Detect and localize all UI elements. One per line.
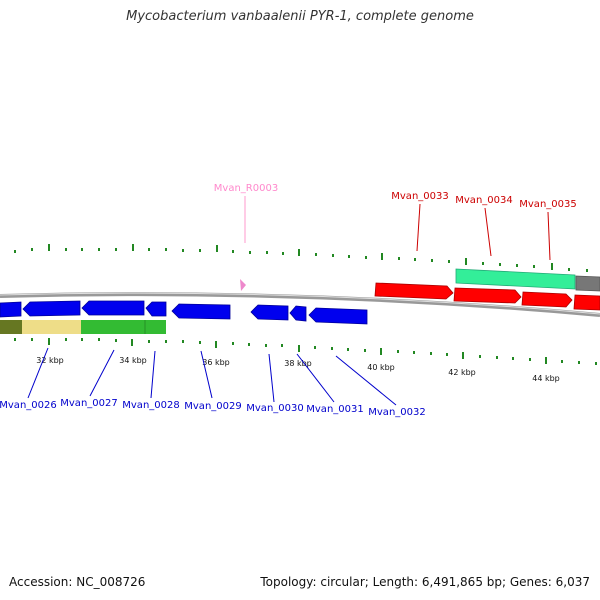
lower-tick-row xyxy=(14,338,597,365)
gene-label-mvan-r0003[interactable]: Mvan_R0003 xyxy=(214,183,278,194)
label-leaders-upper xyxy=(244,196,551,261)
kbp-label-38: 38 kbp xyxy=(284,359,312,368)
gene-label-mvan-0028[interactable]: Mvan_0028 xyxy=(122,400,179,411)
reverse-genes xyxy=(0,300,368,325)
gene-feature-small-blue[interactable] xyxy=(145,301,167,317)
gene-label-mvan-0030[interactable]: Mvan_0030 xyxy=(246,403,303,414)
rna-feature-mvan-r0003[interactable] xyxy=(240,279,246,291)
kbp-scale: 32 kbp 34 kbp 36 kbp 38 kbp 40 kbp 42 kb… xyxy=(36,356,560,383)
gene-feature-mvan-0033[interactable] xyxy=(374,282,454,300)
forward-genes xyxy=(240,268,600,311)
accession-text: Accession: NC_008726 xyxy=(9,575,146,589)
kbp-label-32: 32 kbp xyxy=(36,356,64,365)
kbp-label-42: 42 kbp xyxy=(448,368,476,377)
gene-feature-mvan-0032[interactable] xyxy=(308,307,368,325)
gene-feature-mvan-0028[interactable] xyxy=(81,300,145,316)
gene-label-mvan-0031[interactable]: Mvan_0031 xyxy=(306,404,363,415)
cds-feature-teal[interactable] xyxy=(455,268,576,290)
gene-labels-upper: Mvan_R0003 Mvan_0033 Mvan_0034 Mvan_0035 xyxy=(214,183,577,210)
gene-label-mvan-0026[interactable]: Mvan_0026 xyxy=(0,400,57,411)
gene-feature-mvan-0034[interactable] xyxy=(453,287,522,304)
gene-feature-mvan-0030[interactable] xyxy=(250,304,289,321)
gene-label-mvan-0035[interactable]: Mvan_0035 xyxy=(519,199,576,210)
gene-feature-mvan-0031[interactable] xyxy=(289,305,307,322)
genome-summary: Topology: circular; Length: 6,491,865 bp… xyxy=(260,575,590,589)
gene-label-mvan-0027[interactable]: Mvan_0027 xyxy=(60,398,117,409)
map-title: Mycobacterium vanbaalenii PYR-1, complet… xyxy=(126,9,474,24)
gene-label-mvan-0034[interactable]: Mvan_0034 xyxy=(455,195,512,206)
upper-tick-row xyxy=(14,244,588,272)
gene-feature-mvan-0035[interactable] xyxy=(521,291,573,308)
kbp-label-44: 44 kbp xyxy=(532,374,560,383)
gene-feature-mvan-0026[interactable] xyxy=(0,301,22,318)
kbp-label-40: 40 kbp xyxy=(367,363,395,372)
kbp-label-34: 34 kbp xyxy=(119,356,147,365)
gene-label-mvan-0033[interactable]: Mvan_0033 xyxy=(391,191,448,202)
gene-labels-lower: Mvan_0026 Mvan_0027 Mvan_0028 Mvan_0029 … xyxy=(0,398,426,418)
label-leaders-lower xyxy=(27,347,397,406)
gene-feature-mvan-0027[interactable] xyxy=(22,300,81,317)
genome-backbone xyxy=(0,292,600,317)
kbp-label-36: 36 kbp xyxy=(202,358,230,367)
cds-feature-gray[interactable] xyxy=(575,275,600,292)
gene-feature-mvan-0029[interactable] xyxy=(171,303,231,320)
reverse-cds-bands xyxy=(0,320,166,334)
cds-feature-yellow[interactable] xyxy=(22,320,81,334)
cds-feature-olive[interactable] xyxy=(0,320,22,334)
gene-label-mvan-0029[interactable]: Mvan_0029 xyxy=(184,401,241,412)
cds-feature-green[interactable] xyxy=(81,320,166,334)
gene-feature-right-red[interactable] xyxy=(573,294,600,311)
gene-label-mvan-0032[interactable]: Mvan_0032 xyxy=(368,407,425,418)
